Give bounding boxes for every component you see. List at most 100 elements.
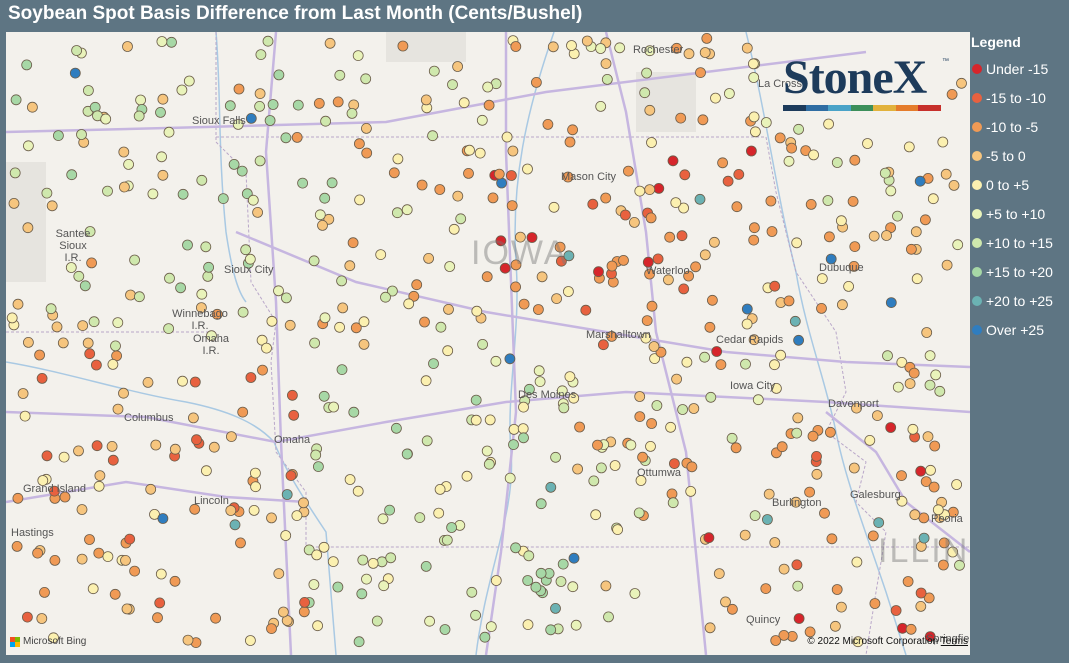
elevator-marker[interactable] bbox=[508, 423, 520, 435]
elevator-marker[interactable] bbox=[22, 140, 34, 152]
elevator-marker[interactable] bbox=[200, 465, 212, 477]
elevator-marker[interactable] bbox=[353, 636, 365, 648]
elevator-marker[interactable] bbox=[328, 401, 340, 413]
elevator-marker[interactable] bbox=[677, 404, 688, 415]
elevator-marker[interactable] bbox=[224, 100, 236, 112]
elevator-marker[interactable] bbox=[906, 243, 917, 255]
elevator-marker[interactable] bbox=[614, 42, 626, 54]
elevator-marker[interactable] bbox=[823, 118, 834, 130]
elevator-marker[interactable] bbox=[683, 48, 695, 60]
elevator-marker[interactable] bbox=[320, 115, 332, 127]
elevator-marker[interactable] bbox=[770, 635, 782, 646]
elevator-marker[interactable] bbox=[157, 513, 169, 524]
elevator-marker[interactable] bbox=[849, 241, 861, 253]
elevator-marker[interactable] bbox=[73, 270, 85, 282]
elevator-marker[interactable] bbox=[163, 323, 175, 335]
elevator-marker[interactable] bbox=[152, 612, 163, 624]
elevator-marker[interactable] bbox=[941, 259, 953, 271]
elevator-marker[interactable] bbox=[447, 79, 458, 90]
elevator-marker[interactable] bbox=[203, 261, 215, 273]
elevator-marker[interactable] bbox=[837, 299, 848, 311]
elevator-marker[interactable] bbox=[655, 346, 667, 358]
elevator-marker[interactable] bbox=[641, 315, 653, 327]
elevator-marker[interactable] bbox=[685, 485, 697, 497]
elevator-marker[interactable] bbox=[145, 483, 157, 495]
elevator-marker[interactable] bbox=[483, 458, 495, 470]
elevator-marker[interactable] bbox=[110, 340, 121, 352]
elevator-marker[interactable] bbox=[11, 541, 23, 552]
elevator-marker[interactable] bbox=[551, 293, 562, 305]
elevator-marker[interactable] bbox=[371, 615, 383, 627]
legend-item[interactable]: +10 to +15 bbox=[971, 228, 1069, 257]
elevator-marker[interactable] bbox=[771, 382, 782, 394]
elevator-marker[interactable] bbox=[724, 88, 735, 99]
elevator-marker[interactable] bbox=[485, 621, 497, 632]
elevator-marker[interactable] bbox=[641, 67, 652, 79]
elevator-marker[interactable] bbox=[433, 507, 445, 519]
elevator-marker[interactable] bbox=[200, 241, 212, 253]
elevator-marker[interactable] bbox=[848, 260, 860, 272]
elevator-marker[interactable] bbox=[862, 138, 873, 149]
elevator-marker[interactable] bbox=[291, 510, 303, 522]
elevator-marker[interactable] bbox=[851, 556, 863, 568]
elevator-marker[interactable] bbox=[446, 522, 458, 533]
elevator-marker[interactable] bbox=[12, 492, 24, 504]
elevator-marker[interactable] bbox=[135, 94, 147, 106]
elevator-marker[interactable] bbox=[189, 376, 201, 388]
elevator-marker[interactable] bbox=[903, 141, 915, 153]
elevator-marker[interactable] bbox=[337, 302, 349, 314]
elevator-marker[interactable] bbox=[918, 512, 930, 524]
elevator-marker[interactable] bbox=[484, 414, 496, 426]
elevator-marker[interactable] bbox=[232, 119, 244, 130]
elevator-marker[interactable] bbox=[633, 507, 645, 519]
elevator-marker[interactable] bbox=[357, 554, 369, 566]
elevator-marker[interactable] bbox=[388, 167, 400, 179]
elevator-marker[interactable] bbox=[142, 376, 154, 388]
elevator-marker[interactable] bbox=[873, 517, 885, 529]
elevator-marker[interactable] bbox=[618, 254, 629, 266]
elevator-marker[interactable] bbox=[760, 117, 772, 128]
elevator-marker[interactable] bbox=[254, 155, 266, 167]
elevator-marker[interactable] bbox=[257, 364, 268, 376]
elevator-marker[interactable] bbox=[748, 234, 760, 246]
elevator-marker[interactable] bbox=[112, 403, 124, 415]
elevator-marker[interactable] bbox=[303, 544, 315, 556]
elevator-marker[interactable] bbox=[741, 42, 753, 54]
elevator-marker[interactable] bbox=[595, 101, 607, 112]
elevator-marker[interactable] bbox=[879, 167, 891, 179]
elevator-marker[interactable] bbox=[699, 351, 710, 363]
elevator-marker[interactable] bbox=[545, 624, 557, 636]
elevator-marker[interactable] bbox=[470, 394, 482, 406]
elevator-marker[interactable] bbox=[344, 260, 356, 272]
elevator-marker[interactable] bbox=[102, 185, 113, 197]
elevator-marker[interactable] bbox=[704, 622, 716, 634]
elevator-marker[interactable] bbox=[640, 332, 652, 344]
elevator-marker[interactable] bbox=[318, 541, 330, 553]
elevator-marker[interactable] bbox=[932, 504, 944, 516]
elevator-marker[interactable] bbox=[646, 300, 658, 312]
elevator-marker[interactable] bbox=[79, 280, 91, 292]
elevator-marker[interactable] bbox=[849, 154, 861, 166]
elevator-marker[interactable] bbox=[793, 123, 804, 135]
elevator-marker[interactable] bbox=[163, 126, 175, 138]
elevator-marker[interactable] bbox=[217, 193, 229, 205]
elevator-marker[interactable] bbox=[244, 635, 256, 646]
elevator-marker[interactable] bbox=[678, 202, 689, 214]
legend-item[interactable]: 0 to +5 bbox=[971, 170, 1069, 199]
elevator-marker[interactable] bbox=[536, 271, 548, 283]
elevator-marker[interactable] bbox=[533, 365, 545, 377]
elevator-marker[interactable] bbox=[924, 631, 936, 642]
elevator-marker[interactable] bbox=[590, 509, 602, 521]
elevator-marker[interactable] bbox=[793, 613, 805, 624]
elevator-marker[interactable] bbox=[448, 223, 460, 235]
elevator-marker[interactable] bbox=[434, 184, 446, 195]
elevator-marker[interactable] bbox=[248, 504, 260, 516]
elevator-marker[interactable] bbox=[155, 107, 166, 118]
elevator-marker[interactable] bbox=[922, 431, 934, 443]
elevator-marker[interactable] bbox=[683, 270, 694, 282]
elevator-marker[interactable] bbox=[46, 200, 58, 212]
elevator-marker[interactable] bbox=[596, 462, 607, 474]
elevator-marker[interactable] bbox=[909, 509, 921, 521]
elevator-marker[interactable] bbox=[385, 552, 397, 564]
elevator-marker[interactable] bbox=[504, 472, 516, 484]
